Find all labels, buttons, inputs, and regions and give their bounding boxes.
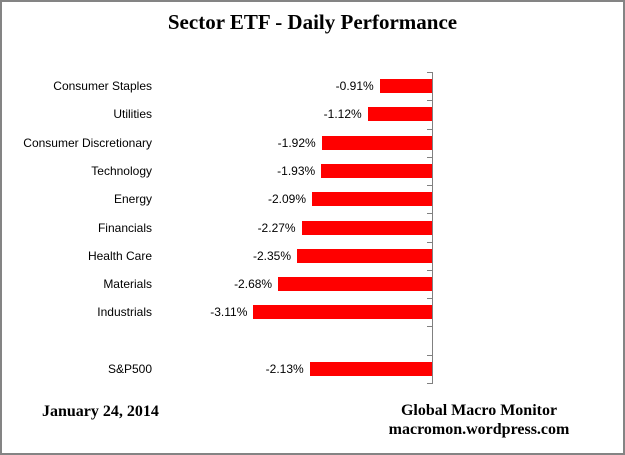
axis-tick: [427, 72, 432, 73]
category-label: Financials: [97, 220, 152, 235]
category-label: Technology: [91, 163, 152, 178]
footer-source: Global Macro Monitor macromon.wordpress.…: [374, 401, 584, 439]
category-label: Consumer Staples: [53, 79, 152, 94]
axis-tick: [427, 213, 432, 214]
bar: [367, 107, 432, 122]
axis-tick: [427, 355, 432, 356]
axis-tick: [427, 129, 432, 130]
chart-title: Sector ETF - Daily Performance: [167, 10, 458, 34]
value-label: -1.93%: [277, 163, 316, 178]
axis-tick: [427, 185, 432, 186]
value-label: -1.12%: [323, 107, 362, 122]
category-label: Energy: [113, 192, 152, 207]
bar: [321, 135, 432, 150]
value-label: -2.68%: [234, 277, 273, 292]
axis-tick: [427, 326, 432, 327]
plot-area: Consumer Staples -0.91% Utilities -1.12% Con…: [2, 72, 623, 384]
axis-tick: [427, 100, 432, 101]
axis-tick: [427, 157, 432, 158]
bar: [297, 248, 432, 263]
bar: [301, 220, 432, 235]
category-label: Consumer Discretionary: [23, 135, 152, 150]
axis-tick: [427, 298, 432, 299]
bar: [278, 277, 432, 292]
axis-tick: [427, 270, 432, 271]
category-label: Utilities: [113, 107, 152, 122]
value-label: -2.09%: [267, 192, 306, 207]
value-label: -3.11%: [210, 305, 248, 320]
category-label: S&P500: [107, 361, 152, 376]
value-label: -2.35%: [252, 248, 291, 263]
category-label: Health Care: [87, 248, 152, 263]
axis-tick: [427, 242, 432, 243]
value-label: -2.13%: [265, 361, 304, 376]
value-label: -2.27%: [257, 220, 296, 235]
axis-tick: [427, 383, 432, 384]
bar: [312, 192, 432, 207]
bar: [253, 305, 432, 320]
bar: [379, 79, 432, 94]
source-url: macromon.wordpress.com: [388, 421, 570, 438]
y-axis-line: [432, 72, 433, 384]
category-label: Industrials: [97, 305, 152, 320]
footer-date: January 24, 2014: [42, 403, 159, 420]
bar: [321, 163, 432, 178]
value-label: -1.92%: [277, 135, 316, 150]
source-title: Global Macro Monitor: [400, 402, 558, 419]
value-label: -0.91%: [335, 79, 374, 94]
bar: [309, 361, 432, 376]
category-label: Materials: [103, 277, 152, 292]
